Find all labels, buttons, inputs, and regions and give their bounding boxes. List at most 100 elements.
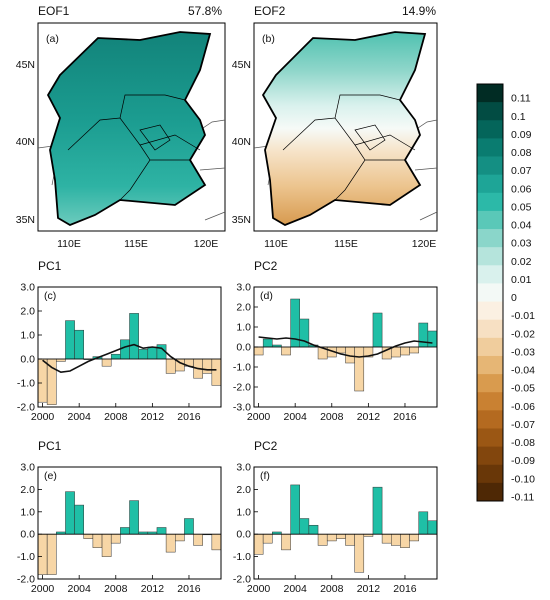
- colorbar-swatch: [477, 229, 503, 248]
- lat-label: 40N: [16, 136, 35, 148]
- y-tick-label: 2.0: [20, 306, 35, 318]
- y-tick-label: 1.0: [20, 506, 35, 518]
- colorbar-swatch: [477, 428, 503, 448]
- bar: [83, 533, 94, 539]
- bar: [156, 527, 167, 535]
- colorbar-label: -0.11: [511, 492, 534, 504]
- bar: [336, 533, 346, 539]
- bar: [211, 358, 222, 386]
- x-tick-label: 2000: [247, 411, 271, 423]
- lon-label: 115E: [334, 238, 358, 250]
- colorbar-swatch: [477, 301, 503, 321]
- bar: [345, 533, 355, 546]
- colorbar-label: 0.06: [511, 183, 532, 195]
- chart-title: PC1: [38, 259, 62, 273]
- bar: [262, 533, 273, 544]
- lon-label: 120E: [412, 238, 437, 250]
- smoothed-line: [42, 343, 217, 374]
- chart-title: PC2: [254, 259, 278, 273]
- map-title: EOF1: [38, 4, 70, 18]
- colorbar-swatch: [477, 102, 503, 121]
- x-tick-label: 2004: [67, 583, 91, 595]
- bar: [354, 533, 365, 573]
- bar: [101, 358, 112, 367]
- bar: [299, 518, 310, 535]
- colorbar-label: -0.07: [511, 419, 535, 431]
- bar: [409, 533, 419, 542]
- bar: [129, 313, 139, 360]
- panel-label: (e): [44, 470, 57, 482]
- colorbar-swatch: [477, 84, 503, 103]
- panel-label: (f): [260, 470, 270, 482]
- colorbar-label: -0.08: [511, 437, 535, 449]
- lon-label: 110E: [264, 238, 288, 250]
- map-panel-b: EOF2 14.9% (b) 45N 40N 35N 110E 115E 120…: [232, 4, 438, 250]
- plot-frame: [37, 286, 222, 408]
- bar: [65, 320, 75, 360]
- colorbar-label: -0.04: [511, 365, 535, 377]
- colorbar-swatch: [477, 210, 503, 230]
- bar: [391, 346, 401, 358]
- y-tick-label: 0.0: [236, 529, 251, 541]
- map-percent: 57.8%: [188, 4, 222, 18]
- colorbar-label: -0.09: [511, 455, 535, 467]
- colorbar-swatch: [477, 355, 503, 375]
- colorbar-swatch: [477, 410, 503, 429]
- colorbar-swatch: [477, 265, 503, 284]
- colorbar-label: 0.07: [511, 165, 532, 177]
- x-tick-label: 2000: [247, 583, 271, 595]
- bar: [120, 527, 130, 535]
- y-tick-label: 1.0: [236, 322, 251, 334]
- bar: [74, 329, 84, 360]
- colorbar-label: 0: [511, 292, 517, 304]
- x-tick-label: 2016: [177, 583, 201, 595]
- bar: [165, 358, 176, 374]
- bar: [253, 533, 264, 555]
- x-tick-label: 2012: [141, 411, 165, 423]
- colorbar-swatch: [477, 174, 503, 194]
- colorbar-swatch: [477, 138, 503, 157]
- chart-title: PC1: [38, 439, 62, 453]
- bar: [165, 533, 176, 553]
- colorbar-swatch: [477, 120, 503, 139]
- colorbar-label: 0.11: [511, 93, 531, 105]
- colorbar-label: -0.01: [511, 310, 535, 322]
- lon-label: 110E: [57, 238, 81, 250]
- x-tick-label: 2012: [141, 583, 165, 595]
- y-tick-label: -3.0: [233, 402, 251, 414]
- lat-label: 35N: [16, 214, 35, 226]
- bar: [74, 504, 84, 535]
- x-tick-label: 2008: [320, 583, 344, 595]
- x-tick-label: 2008: [320, 411, 344, 423]
- colorbar-swatch: [477, 464, 503, 484]
- colorbar-swatch: [477, 156, 503, 176]
- bar: [184, 518, 194, 535]
- bar: [281, 533, 291, 551]
- bar: [120, 339, 130, 360]
- bar: [175, 533, 185, 542]
- colorbar-swatch: [477, 247, 503, 266]
- bar: [202, 358, 213, 374]
- lat-label: 40N: [232, 136, 251, 148]
- colorbar-label: 0.08: [511, 147, 532, 159]
- bar: [308, 524, 319, 535]
- bar: [381, 533, 392, 544]
- plot-frame: [37, 466, 222, 580]
- colorbar-label: -0.10: [511, 473, 535, 485]
- bar: [372, 486, 383, 535]
- bar: [37, 533, 48, 575]
- y-tick-label: -2.0: [233, 382, 251, 394]
- map-title: EOF2: [254, 4, 286, 18]
- bar: [336, 346, 346, 354]
- bar: [326, 533, 337, 542]
- bar: [193, 533, 203, 546]
- colorbar-label: -0.02: [511, 328, 535, 340]
- y-tick-label: 0.0: [20, 529, 35, 541]
- lon-label: 115E: [124, 238, 148, 250]
- plot-frame: [253, 466, 438, 580]
- panel-label: (c): [44, 290, 56, 302]
- colorbar-label: 0.09: [511, 129, 532, 141]
